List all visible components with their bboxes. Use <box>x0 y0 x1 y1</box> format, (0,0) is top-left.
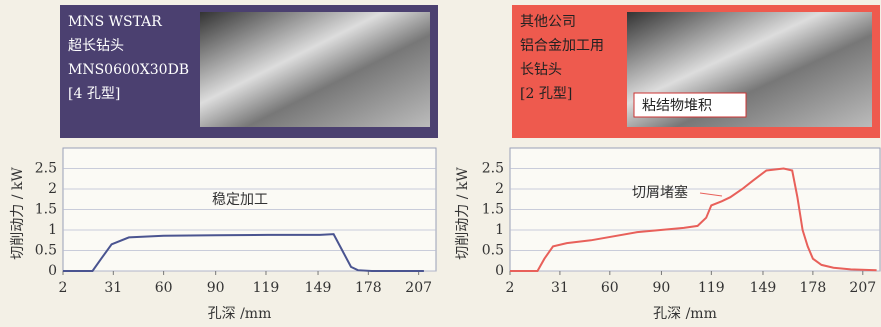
photo-caption: [4 孔型] <box>68 86 120 102</box>
x-tick-label: 207 <box>405 280 432 296</box>
y-tick-label: 1.5 <box>482 202 504 218</box>
x-tick-label: 60 <box>601 280 619 296</box>
x-tick-label: 207 <box>849 280 876 296</box>
y-axis-label: 切削动力 / kW <box>10 167 26 260</box>
y-tick-label: 2 <box>48 181 57 197</box>
figure: MNS WSTAR 超长钻头 MNS0600X30DB [4 孔型] 0 0.5 1 1.5 2… <box>0 0 881 327</box>
y-tick-label: 0 <box>495 263 504 279</box>
drill-photo <box>200 12 430 127</box>
photo-caption: 长钻头 <box>520 62 562 78</box>
photo-caption: 其他公司 <box>520 14 576 30</box>
photo-callout: 粘结物堆积 <box>642 98 712 114</box>
photo-caption: 超长钻头 <box>68 38 124 54</box>
photo-caption: 铝合金加工用 <box>520 38 604 54</box>
annotation: 切屑堵塞 <box>632 184 688 201</box>
x-tick-label: 31 <box>104 280 122 296</box>
y-tick-label: 1 <box>495 222 504 238</box>
x-tick-label: 119 <box>253 280 280 296</box>
x-tick-label: 2 <box>59 280 68 296</box>
photo-caption: [2 孔型] <box>520 86 572 102</box>
photo-caption: MNS0600X30DB <box>68 62 189 78</box>
x-tick-label: 2 <box>506 280 515 296</box>
y-tick-label: 2 <box>495 181 504 197</box>
x-axis-label: 孔深 /mm <box>208 306 272 322</box>
y-tick-label: 0.5 <box>482 243 504 259</box>
x-tick-label: 149 <box>305 280 332 296</box>
annotation: 稳定加工 <box>212 192 268 208</box>
y-tick-label: 0.5 <box>35 243 57 259</box>
y-tick-label: 2.5 <box>482 161 504 177</box>
x-tick-label: 178 <box>800 280 827 296</box>
x-tick-label: 178 <box>355 280 382 296</box>
photo-panel: MNS WSTAR 超长钻头 MNS0600X30DB [4 孔型] <box>60 5 438 138</box>
x-tick-label: 60 <box>155 280 173 296</box>
y-tick-label: 1 <box>48 222 57 238</box>
x-tick-label: 90 <box>653 280 671 296</box>
photo-caption: MNS WSTAR <box>68 14 162 30</box>
x-tick-label: 31 <box>551 280 569 296</box>
y-tick-label: 0 <box>48 263 57 279</box>
x-tick-label: 149 <box>750 280 777 296</box>
y-tick-label: 1.5 <box>35 202 57 218</box>
y-axis-label: 切削动力 / kW <box>455 167 471 260</box>
x-axis-label: 孔深 /mm <box>653 306 717 322</box>
y-tick-label: 2.5 <box>35 161 57 177</box>
x-tick-label: 90 <box>207 280 225 296</box>
x-tick-label: 119 <box>698 280 725 296</box>
